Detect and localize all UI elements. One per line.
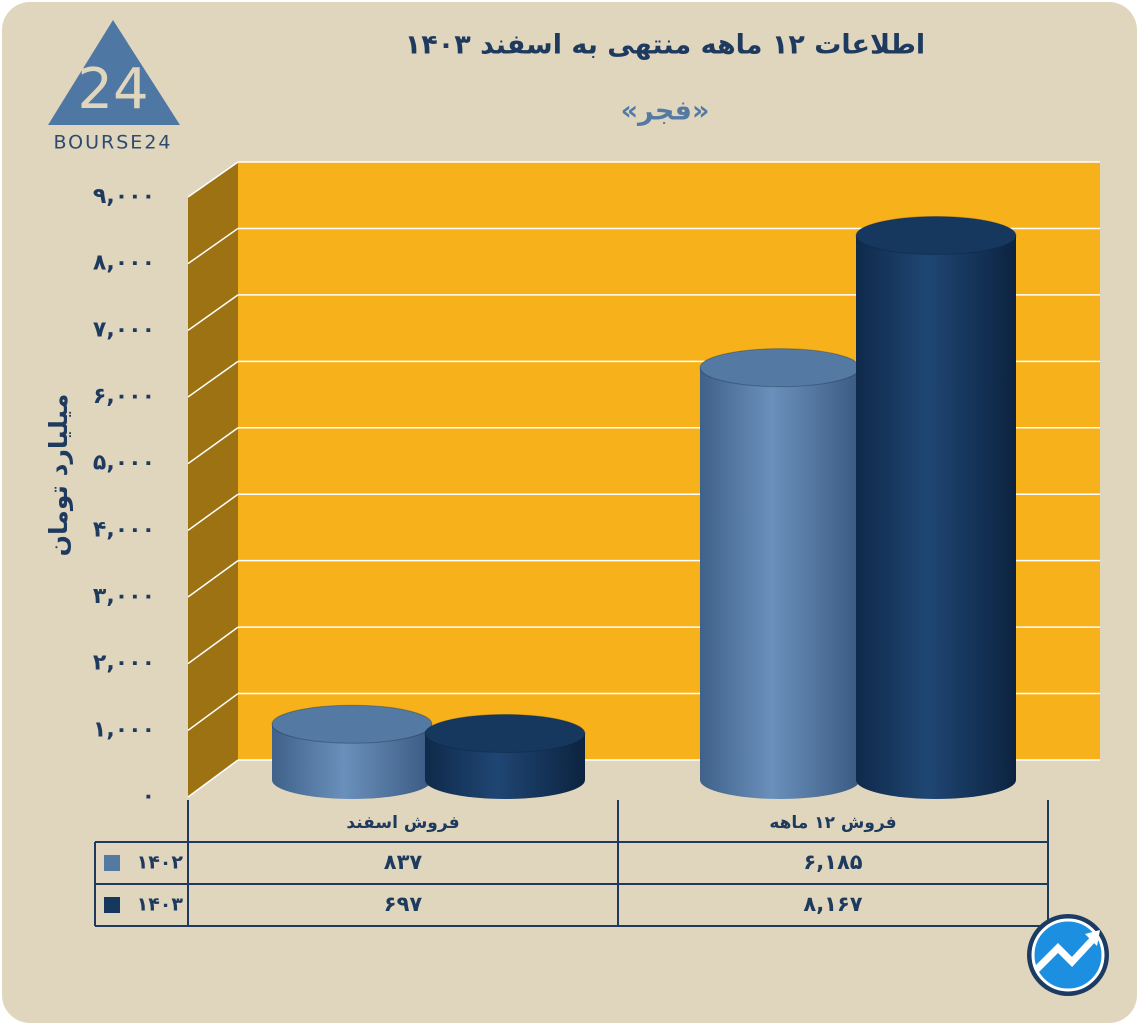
site-badge [1027,914,1109,996]
bar [699,348,861,799]
y-tick-label: ۳,۰۰۰ [93,584,155,609]
legend-swatch [104,897,120,913]
grid-line [187,493,239,531]
x-tick-label: فروش ۱۲ ماهه [769,813,896,833]
y-tick-label: ۲,۰۰۰ [93,651,155,676]
y-tick-label: ۰ [142,784,155,809]
data-table: فروش اسفند ۸۳۷ ۶۹۷ فروش ۱۲ ماهه ۶,۱۸۵ ۸,۱۶۷ ۱۴… [94,800,1049,927]
chart-title: اطلاعات ۱۲ ماهه منتهی به اسفند ۱۴۰۳ [405,30,925,61]
bar-body [700,367,860,780]
value-label: ۸,۱۶۷ [803,892,862,916]
bar-base [856,761,1016,799]
grid-line [187,626,239,665]
bar-base [700,761,860,799]
grid-line [187,427,239,465]
logo-mark: 24 [77,57,148,122]
y-tick-label: ۴,۰۰۰ [93,517,155,542]
side-wall [188,162,238,797]
bar-base [272,761,432,799]
logo: 24 BOURSE24 [48,20,180,154]
y-tick-label: ۵,۰۰۰ [93,451,155,476]
y-tick-label: ۹,۰۰۰ [93,184,155,209]
value-label: ۶۹۷ [384,892,423,916]
y-tick-label: ۱,۰۰۰ [93,717,155,742]
y-tick-label: ۸,۰۰۰ [93,251,155,276]
bar-top [424,714,586,754]
grid-line [187,692,239,731]
bar-body [856,235,1016,781]
y-tick-label: ۷,۰۰۰ [93,317,155,342]
bar-top [855,216,1017,256]
legend-swatch [104,855,120,871]
y-axis-label: میلیارد تومان [44,394,74,557]
bar [855,216,1017,799]
legend-label: ۱۴۰۳ [137,894,184,916]
y-tick-label: ۶,۰۰۰ [93,384,155,409]
value-label: ۸۳۷ [384,850,423,874]
bar [424,714,586,799]
chart-subtitle: «فجر» [621,96,710,127]
plot-area [187,161,1100,799]
grid-line [187,161,239,198]
value-label: ۶,۱۸۵ [803,850,862,874]
bar [271,704,433,799]
grid-line [187,294,239,331]
grid-line [187,759,239,798]
legend-label: ۱۴۰۲ [137,852,184,874]
bar-base [425,761,585,799]
logo-text: BOURSE24 [53,132,172,154]
x-tick-label: فروش اسفند [346,813,459,833]
bar-top [699,348,861,388]
grid-line [187,360,239,398]
grid-line [187,560,239,598]
bar-top [271,704,433,744]
grid-line [187,227,239,265]
